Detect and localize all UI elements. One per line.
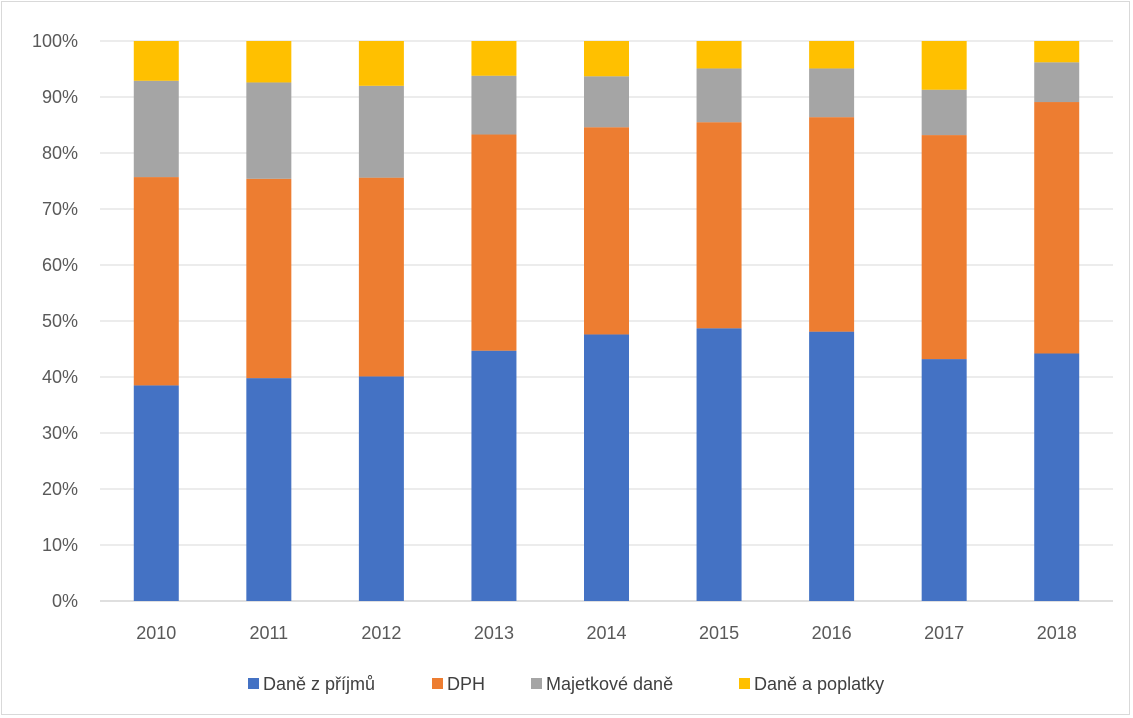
x-tick-label: 2017 bbox=[924, 623, 964, 643]
bar-segment-2016-series-1 bbox=[809, 331, 855, 601]
bar-segment-2013-series-3 bbox=[471, 75, 517, 135]
bar-segment-2015-series-3 bbox=[696, 68, 742, 123]
legend-label: DPH bbox=[447, 674, 485, 694]
y-tick-label: 90% bbox=[42, 87, 78, 107]
bar-segment-2014-series-2 bbox=[584, 127, 629, 335]
bar-segment-2016-series-2 bbox=[809, 117, 855, 332]
bar-segment-2011-series-3 bbox=[246, 82, 292, 179]
bar-segment-2014-series-4 bbox=[584, 41, 629, 77]
y-tick-label: 10% bbox=[42, 535, 78, 555]
bar-segment-2014-series-3 bbox=[584, 76, 629, 128]
bar-segment-2011-series-1 bbox=[246, 378, 292, 601]
bar-segment-2013-series-1 bbox=[471, 350, 517, 601]
bar-segment-2012-series-4 bbox=[358, 41, 404, 86]
y-tick-label: 20% bbox=[42, 479, 78, 499]
bar-segment-2015-series-1 bbox=[696, 328, 742, 601]
y-tick-label: 80% bbox=[42, 143, 78, 163]
bar-segment-2013-series-2 bbox=[471, 134, 517, 351]
y-tick-label: 100% bbox=[32, 31, 78, 51]
bar-segment-2011-series-2 bbox=[246, 178, 292, 379]
y-tick-label: 40% bbox=[42, 367, 78, 387]
bar-segment-2016-series-4 bbox=[809, 41, 855, 69]
bar-segment-2014-series-1 bbox=[584, 334, 629, 601]
bar-segment-2010-series-3 bbox=[133, 80, 179, 178]
bar-segment-2011-series-4 bbox=[246, 41, 292, 83]
bar-segment-2012-series-2 bbox=[358, 177, 404, 377]
bar-segment-2015-series-4 bbox=[696, 41, 742, 69]
legend-swatch bbox=[248, 678, 259, 689]
x-tick-label: 2016 bbox=[812, 623, 852, 643]
x-tick-label: 2010 bbox=[136, 623, 176, 643]
bar-segment-2017-series-3 bbox=[921, 89, 967, 136]
y-tick-label: 50% bbox=[42, 311, 78, 331]
x-axis-tick-labels: 2010 2011 2012 2013 2014 2015 2016 2017 2018 bbox=[136, 623, 1076, 643]
bar-segment-2010-series-4 bbox=[133, 41, 179, 81]
bars bbox=[133, 41, 1080, 601]
y-tick-label: 0% bbox=[52, 591, 78, 611]
y-tick-label: 70% bbox=[42, 199, 78, 219]
bar-segment-2012-series-1 bbox=[358, 376, 404, 601]
legend-label: Daně z příjmů bbox=[263, 674, 375, 694]
y-tick-label: 30% bbox=[42, 423, 78, 443]
bar-segment-2012-series-3 bbox=[358, 85, 404, 178]
legend-swatch bbox=[739, 678, 750, 689]
y-tick-label: 60% bbox=[42, 255, 78, 275]
bar-segment-2018-series-2 bbox=[1034, 102, 1080, 354]
x-tick-label: 2012 bbox=[361, 623, 401, 643]
legend-label: Majetkové daně bbox=[546, 674, 673, 694]
bar-segment-2013-series-4 bbox=[471, 41, 517, 76]
bar-segment-2015-series-2 bbox=[696, 122, 742, 329]
bar-segment-2017-series-4 bbox=[921, 41, 967, 90]
bar-segment-2018-series-3 bbox=[1034, 62, 1080, 103]
legend: Daně z příjmů DPH Majetkové daně Daně a pop… bbox=[248, 674, 884, 694]
x-tick-label: 2014 bbox=[586, 623, 626, 643]
bar-segment-2010-series-1 bbox=[133, 385, 179, 601]
bar-segment-2017-series-1 bbox=[921, 359, 967, 601]
y-axis-tick-labels: 0% 10% 20% 30% 40% 50% 60% 70% 80% 90% 100% bbox=[32, 31, 78, 611]
bar-segment-2016-series-3 bbox=[809, 68, 855, 118]
bar-segment-2010-series-2 bbox=[133, 177, 179, 386]
bar-segment-2018-series-1 bbox=[1034, 353, 1080, 601]
legend-label: Daně a poplatky bbox=[754, 674, 884, 694]
bar-segment-2017-series-2 bbox=[921, 135, 967, 360]
bar-segment-2018-series-4 bbox=[1034, 41, 1080, 63]
legend-swatch bbox=[531, 678, 542, 689]
x-tick-label: 2011 bbox=[249, 623, 288, 643]
legend-swatch bbox=[432, 678, 443, 689]
x-tick-label: 2013 bbox=[474, 623, 514, 643]
x-tick-label: 2018 bbox=[1037, 623, 1077, 643]
x-tick-label: 2015 bbox=[699, 623, 739, 643]
